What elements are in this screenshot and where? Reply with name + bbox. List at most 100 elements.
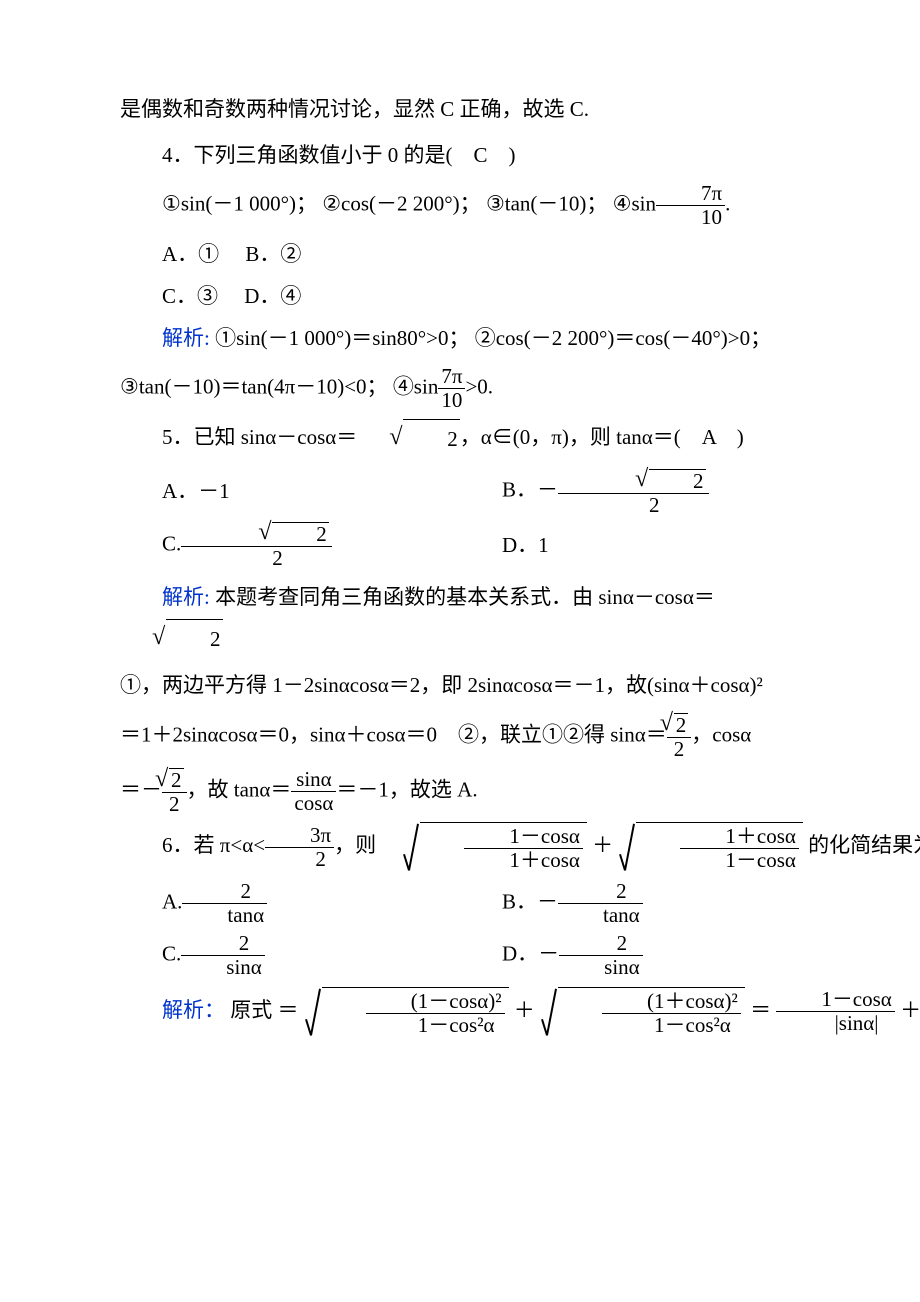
q6-an-sqrt2-frac: (1＋cosα)²1－cos²α [602, 990, 741, 1037]
sqrt-2: 2 [357, 419, 460, 460]
plus: ＋ [900, 998, 920, 1022]
frac-den: 2 [162, 793, 187, 816]
frac-num: 7π [438, 365, 465, 389]
frac-den: 2 [558, 494, 709, 517]
q6-frac-3pi2: 3π2 [265, 824, 334, 871]
q6-options: A.2tanα B．－2tanα C.2sinα D．－2sinα [120, 878, 800, 980]
q4-expressions: ①sin(－1 000°)； ②cos(－2 200°)； ③tan(－10)；… [120, 182, 800, 229]
frac-num: 2 [182, 880, 267, 904]
frac-num: 2 [162, 767, 187, 793]
analysis-label: 解析: [162, 326, 210, 350]
frac-num: 2 [181, 932, 265, 956]
frac-den: 2 [181, 547, 332, 570]
frac-num: 2 [667, 712, 692, 738]
frac-den: sinα [181, 956, 265, 979]
frac-den: 10 [656, 206, 725, 229]
q4-analysis-2a: ③tan(－10)＝tan(4π－10)<0； [120, 374, 388, 398]
q6-sqrt1: 1－cosα1＋cosα [402, 822, 587, 872]
frac-den: tanα [182, 904, 267, 927]
opt-prefix: A. [162, 890, 182, 914]
q5-an-1: 本题考查同角三角函数的基本关系式．由 sinα－cosα＝ [215, 585, 715, 609]
frac-den: 10 [438, 389, 465, 412]
frac-den: 1－cos²α [602, 1014, 741, 1037]
q6-sqrt1-frac: 1－cosα1＋cosα [464, 825, 583, 872]
q5-analysis-l2: ①，两边平方得 1－2sinαcosα＝2，即 2sinαcosα＝－1，故(s… [120, 666, 800, 706]
frac-den: cosα [291, 792, 336, 815]
q6-an-sqrt1-frac: (1－cosα)²1－cos²α [366, 990, 505, 1037]
q4-optB: B．② [245, 242, 301, 266]
q5-options: A．－1 B．－22 C.22 D．1 [120, 465, 800, 572]
q4-analysis-2b-suffix: >0. [465, 374, 493, 398]
q5-optA: A．－1 [120, 467, 460, 516]
q5-optD: D．1 [460, 521, 800, 570]
frac-num: (1＋cosα)² [602, 990, 741, 1014]
q6-sqrt2: 1＋cosα1－cosα [618, 822, 803, 872]
sqrt-2: 2 [603, 469, 706, 493]
q5-an-3b: ，cosα [691, 722, 751, 746]
frac-den: 1－cosα [680, 849, 799, 872]
radicand: 2 [403, 419, 460, 460]
q4-expr4-prefix: ④sin [613, 191, 656, 215]
q4-options-row2: C．③ D．④ [120, 277, 800, 317]
frac-den: tanα [558, 904, 643, 927]
radicand: 2 [169, 768, 184, 792]
q5-an-4-frac2: sinαcosα [291, 768, 336, 815]
frac-den: 1＋cosα [464, 849, 583, 872]
frac-num: 1－cosα [464, 825, 583, 849]
radicand: 2 [674, 713, 689, 737]
optD-frac: 2sinα [559, 932, 643, 979]
q5-an-4-frac1: 22 [162, 767, 187, 816]
frac-den: sinα [559, 956, 643, 979]
plus: ＋ [514, 998, 540, 1022]
prev-conclusion: 是偶数和奇数两种情况讨论，显然 C 正确，故选 C. [120, 90, 800, 130]
eq: ＝ [750, 998, 776, 1022]
q6-analysis: 解析： 原式 ＝ (1－cosα)²1－cos²α ＋ (1＋cosα)²1－c… [120, 987, 800, 1037]
sqrt-2: 2 [670, 713, 689, 737]
frac-num: 3π [265, 824, 334, 848]
q5-optC: C.22 [120, 521, 460, 570]
frac-num: 2 [558, 880, 643, 904]
q4-expr1: ①sin(－1 000°)； [162, 191, 317, 215]
q5-stem-mid: ，α∈(0，π)，则 tanα＝( A ) [460, 425, 744, 449]
document-page: 是偶数和奇数两种情况讨论，显然 C 正确，故选 C. 4．下列三角函数值小于 0… [0, 0, 920, 1103]
q5-analysis-l1: 解析: 本题考查同角三角函数的基本关系式．由 sinα－cosα＝2 [120, 578, 800, 660]
q4-analysis-1a: ①sin(－1 000°)＝sin80°>0； [215, 326, 469, 350]
radicand: 2 [166, 619, 223, 660]
optA-frac: 2tanα [182, 880, 267, 927]
frac-num: 2 [558, 467, 709, 493]
q6-an-frac3: 1－cosα|sinα| [776, 988, 895, 1035]
q4-expr4-frac: 7π10 [656, 182, 725, 229]
q5-optB: B．－22 [460, 467, 800, 516]
opt-label: D．1 [460, 526, 549, 566]
q4-analysis-2b-frac: 7π10 [438, 365, 465, 412]
opt-prefix: C. [162, 531, 181, 555]
frac-den: 1－cos²α [366, 1014, 505, 1037]
plus: ＋ [592, 833, 613, 857]
q5-an-3a: ＝1＋2sinαcosα＝0，sinα＋cosα＝0 ②，联立①②得 sinα＝ [120, 722, 667, 746]
q5-stem-prefix: 5．已知 sinα－cosα＝ [162, 425, 357, 449]
analysis-label: 解析： [162, 998, 225, 1022]
q6-optC: C.2sinα [120, 932, 460, 979]
q4-analysis-1b: ②cos(－2 200°)＝cos(－40°)>0； [475, 326, 771, 350]
opt-prefix: C. [162, 941, 181, 965]
q6-an-sqrt1: (1－cosα)²1－cos²α [304, 987, 509, 1037]
q6-stem-b: ，则 [334, 833, 397, 857]
frac-num: 2 [559, 932, 643, 956]
q6-sqrt2-frac: 1＋cosα1－cosα [680, 825, 799, 872]
q4-analysis-line1: 解析: ①sin(－1 000°)＝sin80°>0； ②cos(－2 200°… [120, 319, 800, 359]
optC-frac: 22 [181, 521, 332, 570]
q4-stem: 4．下列三角函数值小于 0 的是( C ) [120, 136, 800, 176]
sqrt-2: 2 [120, 619, 223, 660]
optB-frac: 2tanα [558, 880, 643, 927]
frac-num: sinα [291, 768, 336, 792]
q6-stem: 6．若 π<α<3π2，则 1－cosα1＋cosα ＋ 1＋cosα1－cos… [120, 822, 800, 872]
frac-num: (1－cosα)² [366, 990, 505, 1014]
q6-an-sqrt2: (1＋cosα)²1－cos²α [540, 987, 745, 1037]
q5-analysis-l3: ＝1＋2sinαcosα＝0，sinα＋cosα＝0 ②，联立①②得 sinα＝… [120, 712, 800, 761]
radicand: 2 [649, 469, 706, 493]
opt-prefix: D．－ [502, 941, 559, 965]
q6-stem-c: 的化简结果为( D ) [808, 833, 920, 857]
q6-optA: A.2tanα [120, 880, 460, 927]
opt-prefix: B．－ [502, 890, 558, 914]
q5-stem: 5．已知 sinα－cosα＝ 2，α∈(0，π)，则 tanα＝( A ) [120, 418, 800, 460]
